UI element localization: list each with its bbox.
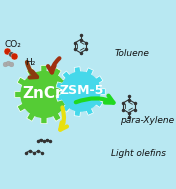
Text: H₂: H₂ xyxy=(26,58,36,67)
Text: para-Xylene: para-Xylene xyxy=(120,116,174,125)
Polygon shape xyxy=(56,67,105,116)
Text: ZSM-5: ZSM-5 xyxy=(60,84,104,97)
Polygon shape xyxy=(15,65,73,124)
Text: Light olefins: Light olefins xyxy=(111,149,166,158)
Text: ZnCr: ZnCr xyxy=(22,86,63,101)
Text: Toluene: Toluene xyxy=(114,49,149,58)
Circle shape xyxy=(61,72,100,111)
Circle shape xyxy=(21,72,67,117)
Text: CO₂: CO₂ xyxy=(4,40,21,49)
